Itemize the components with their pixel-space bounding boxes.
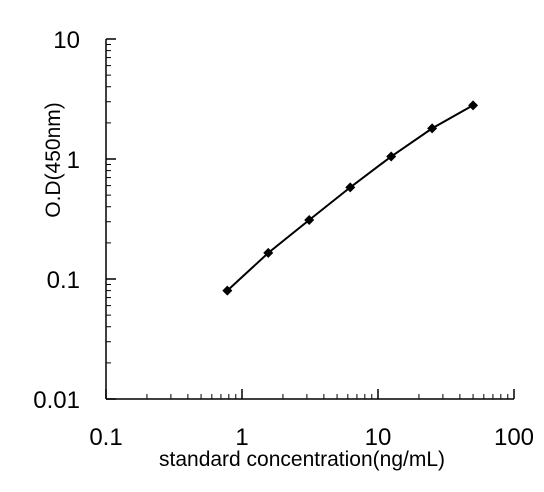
y-tick-label: 0.01 [33, 387, 80, 414]
y-tick-label: 10 [53, 27, 80, 54]
data-point-marker [427, 123, 438, 134]
y-tick-label: 1 [67, 147, 80, 174]
series [222, 100, 479, 296]
x-axis-title: standard concentration(ng/mL) [159, 448, 445, 471]
tick-labels: 0.1 1 10 100 0.01 0.1 1 10 [33, 27, 534, 451]
data-point-marker [222, 285, 233, 296]
y-axis-title: O.D(450nm) [42, 102, 65, 218]
x-tick-label: 10 [365, 424, 392, 451]
data-point-marker [345, 182, 356, 193]
x-tick-label: 100 [494, 424, 534, 451]
axes [105, 39, 514, 400]
data-point-marker [386, 151, 397, 162]
x-tick-label: 0.1 [89, 424, 122, 451]
x-tick-label: 1 [235, 424, 248, 451]
data-point-marker [304, 215, 315, 226]
data-point-marker [468, 100, 479, 111]
series-line [226, 104, 474, 292]
ticks [105, 38, 515, 400]
data-point-marker [263, 247, 274, 258]
y-tick-label: 0.1 [47, 267, 80, 294]
